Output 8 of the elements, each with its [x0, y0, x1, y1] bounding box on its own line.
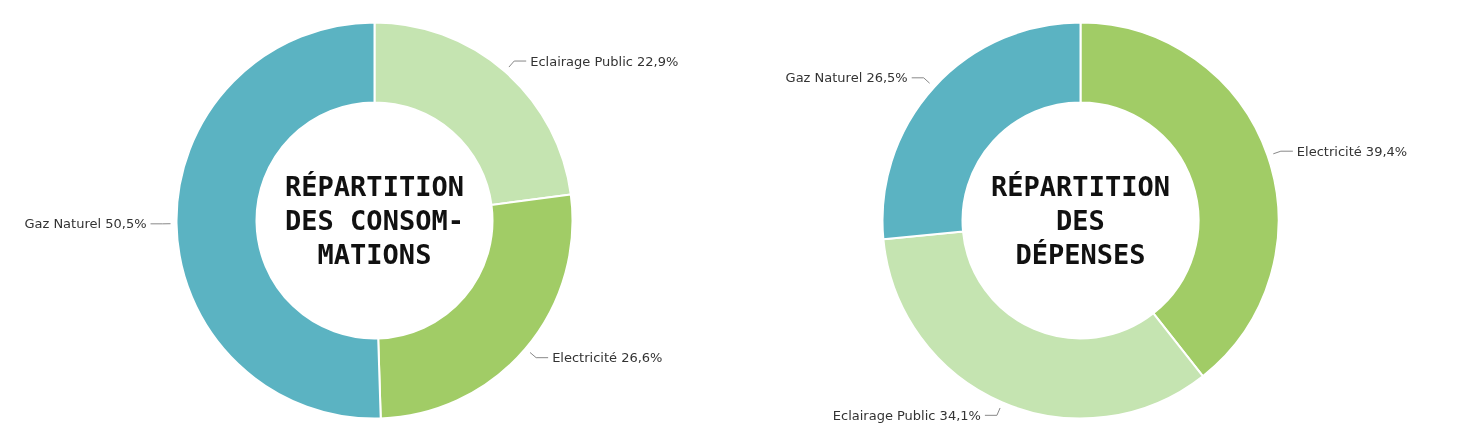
slice-label: Gaz Naturel 26,5% — [785, 70, 908, 86]
slice-label: Electricité 39,4% — [1296, 143, 1408, 159]
text: RÉPARTITION DES DÉPENSES — [991, 170, 1170, 271]
slice-label: Eclairage Public 22,9% — [530, 53, 679, 69]
slice-label: Eclairage Public 34,1% — [832, 407, 981, 423]
slice-label: Electricité 26,6% — [552, 350, 663, 366]
slice-label: Gaz Naturel 50,5% — [24, 216, 147, 232]
text: RÉPARTITION DES CONSOM- MATIONS — [285, 170, 464, 271]
